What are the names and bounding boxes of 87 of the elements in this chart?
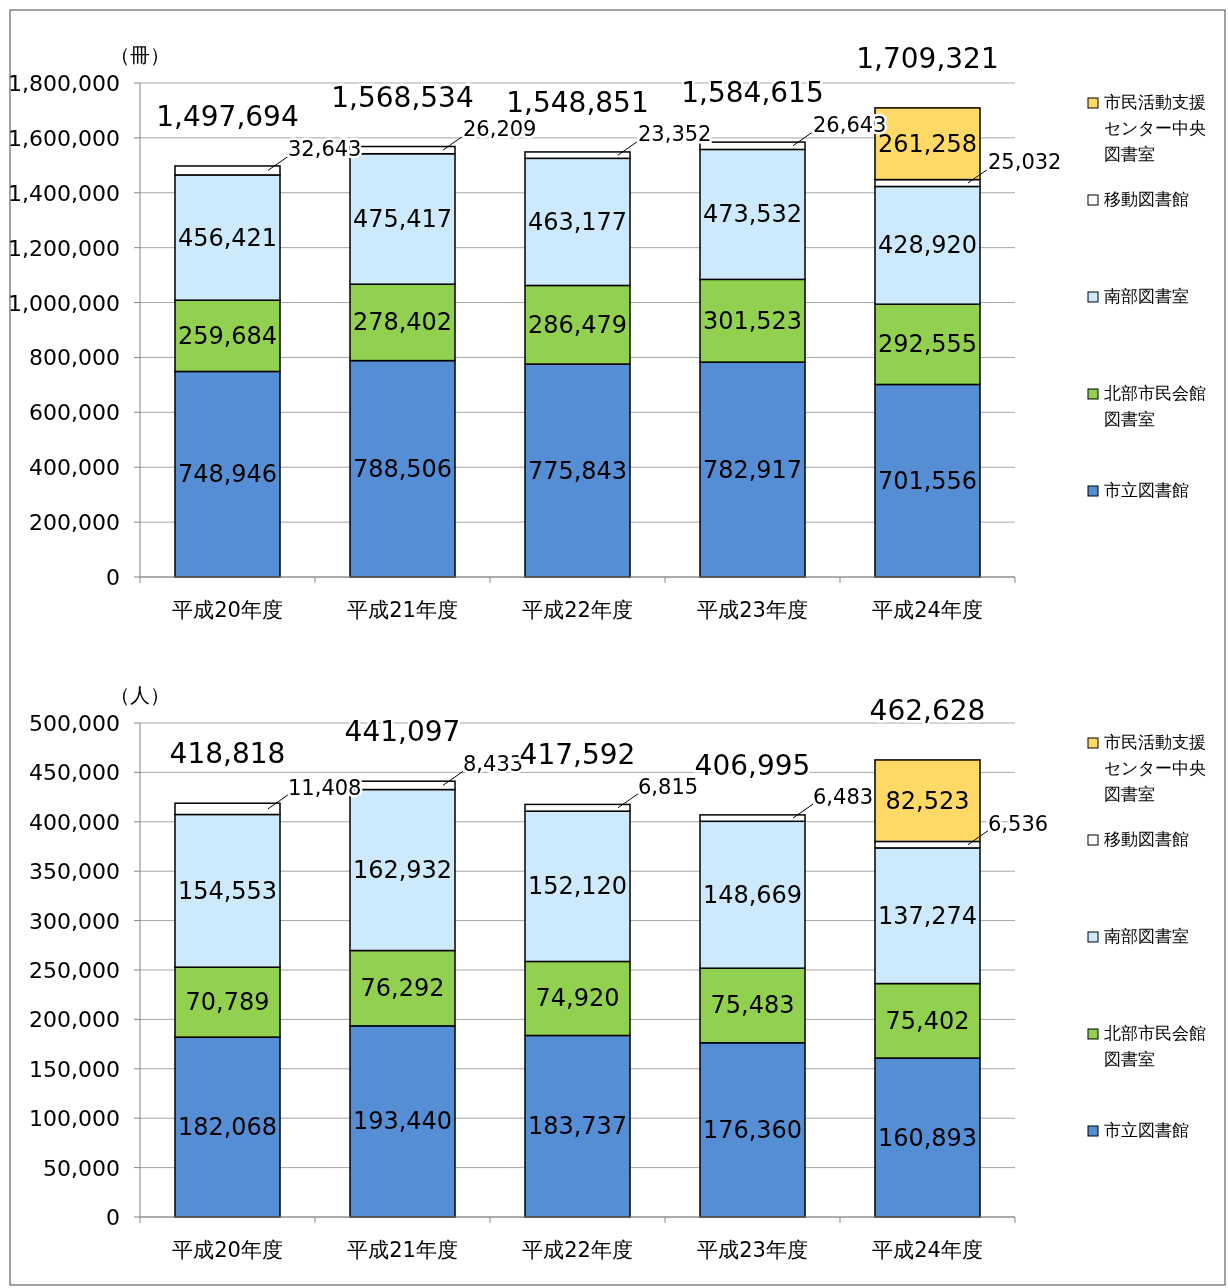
data-label: 748,946 xyxy=(177,460,278,489)
data-label: 259,684 xyxy=(177,321,278,350)
data-label: 74,920 xyxy=(535,984,620,1013)
data-label: 782,917 xyxy=(702,455,803,484)
data-label: 82,523 xyxy=(885,786,970,815)
data-label: 148,669 xyxy=(702,880,803,909)
x-tick-label: 平成21年度 xyxy=(347,1238,458,1262)
data-label: 6,536 xyxy=(988,811,1049,836)
data-label: 473,532 xyxy=(702,200,803,229)
x-tick-label: 平成22年度 xyxy=(522,1238,633,1262)
x-tick-label: 平成20年度 xyxy=(172,1238,283,1262)
data-label: 75,483 xyxy=(710,991,795,1020)
total-label: 1,497,694 xyxy=(156,99,299,133)
data-label: 463,177 xyxy=(527,207,628,236)
total-label: 441,097 xyxy=(344,715,461,749)
y-tick-label: 200,000 xyxy=(29,510,120,536)
x-tick-label: 平成23年度 xyxy=(697,1238,808,1262)
data-label: 278,402 xyxy=(352,308,453,337)
data-label: 183,737 xyxy=(527,1112,628,1141)
y-tick-label: 1,600,000 xyxy=(8,125,120,151)
data-label: 301,523 xyxy=(702,306,803,335)
y-tick-label: 350,000 xyxy=(29,859,120,885)
data-label: 292,555 xyxy=(877,330,978,359)
legend-label: 市立図書館 xyxy=(1104,480,1189,500)
legend-label: 移動図書館 xyxy=(1104,829,1189,849)
y-tick-label: 1,200,000 xyxy=(8,235,120,261)
y-tick-label: 250,000 xyxy=(29,958,120,983)
data-label: 26,209 xyxy=(463,117,537,142)
x-tick-label: 平成21年度 xyxy=(347,598,458,622)
data-label: 154,553 xyxy=(177,876,278,905)
data-label: 160,893 xyxy=(877,1123,978,1152)
data-label: 775,843 xyxy=(527,456,628,485)
data-label: 6,483 xyxy=(813,785,874,810)
x-tick-label: 平成23年度 xyxy=(697,598,808,622)
data-label: 137,274 xyxy=(877,901,978,930)
legend-label: 南部図書室 xyxy=(1104,286,1189,306)
total-label: 1,584,615 xyxy=(681,76,824,110)
y-axis-title: （冊） xyxy=(110,43,170,67)
y-tick-label: 150,000 xyxy=(29,1056,120,1082)
data-label: 788,506 xyxy=(352,454,453,483)
total-label: 1,568,534 xyxy=(331,80,474,114)
y-tick-label: 0 xyxy=(106,565,120,590)
data-label: 286,479 xyxy=(527,310,628,339)
legend-label: 市民活動支援センター中央図書室 xyxy=(1104,92,1206,164)
y-tick-label: 200,000 xyxy=(29,1007,120,1033)
y-tick-label: 50,000 xyxy=(43,1155,120,1181)
x-tick-label: 平成24年度 xyxy=(872,1238,983,1262)
y-tick-label: 400,000 xyxy=(29,455,120,481)
y-tick-label: 1,800,000 xyxy=(8,71,120,96)
data-label: 428,920 xyxy=(877,231,978,260)
y-tick-label: 600,000 xyxy=(29,400,120,426)
total-label: 1,709,321 xyxy=(856,41,999,75)
data-label: 70,789 xyxy=(185,988,270,1017)
data-label: 182,068 xyxy=(177,1113,278,1142)
legend-label: 南部図書室 xyxy=(1104,926,1189,946)
total-label: 418,818 xyxy=(169,737,286,771)
x-tick-label: 平成20年度 xyxy=(172,598,283,622)
legend-label: 移動図書館 xyxy=(1104,189,1189,209)
legend-label: 北部市民会館図書室 xyxy=(1104,383,1206,429)
y-tick-label: 450,000 xyxy=(29,760,120,786)
total-label: 1,548,851 xyxy=(506,85,649,119)
data-label: 162,932 xyxy=(352,856,453,885)
data-label: 76,292 xyxy=(360,974,445,1003)
y-tick-label: 300,000 xyxy=(29,908,120,934)
legend-label: 市立図書館 xyxy=(1104,1120,1189,1140)
data-label: 23,352 xyxy=(638,122,712,147)
x-tick-label: 平成22年度 xyxy=(522,598,633,622)
y-axis-title: （人） xyxy=(110,683,170,707)
legend-label: 北部市民会館図書室 xyxy=(1104,1023,1206,1069)
data-label: 193,440 xyxy=(352,1107,453,1136)
data-label: 701,556 xyxy=(877,466,978,495)
y-tick-label: 800,000 xyxy=(29,345,120,371)
total-label: 462,628 xyxy=(869,693,986,727)
y-tick-label: 1,000,000 xyxy=(8,290,120,316)
y-tick-label: 500,000 xyxy=(29,711,120,736)
data-label: 152,120 xyxy=(527,872,628,901)
y-tick-label: 1,400,000 xyxy=(8,180,120,206)
data-label: 176,360 xyxy=(702,1115,803,1144)
y-tick-label: 0 xyxy=(106,1205,120,1230)
data-label: 25,032 xyxy=(988,150,1062,175)
x-tick-label: 平成24年度 xyxy=(872,598,983,622)
y-tick-label: 100,000 xyxy=(29,1106,120,1132)
data-label: 75,402 xyxy=(885,1006,970,1035)
data-label: 456,421 xyxy=(177,223,278,252)
y-tick-label: 400,000 xyxy=(29,809,120,835)
data-label: 475,417 xyxy=(352,204,453,233)
legend-label: 市民活動支援センター中央図書室 xyxy=(1104,732,1206,804)
